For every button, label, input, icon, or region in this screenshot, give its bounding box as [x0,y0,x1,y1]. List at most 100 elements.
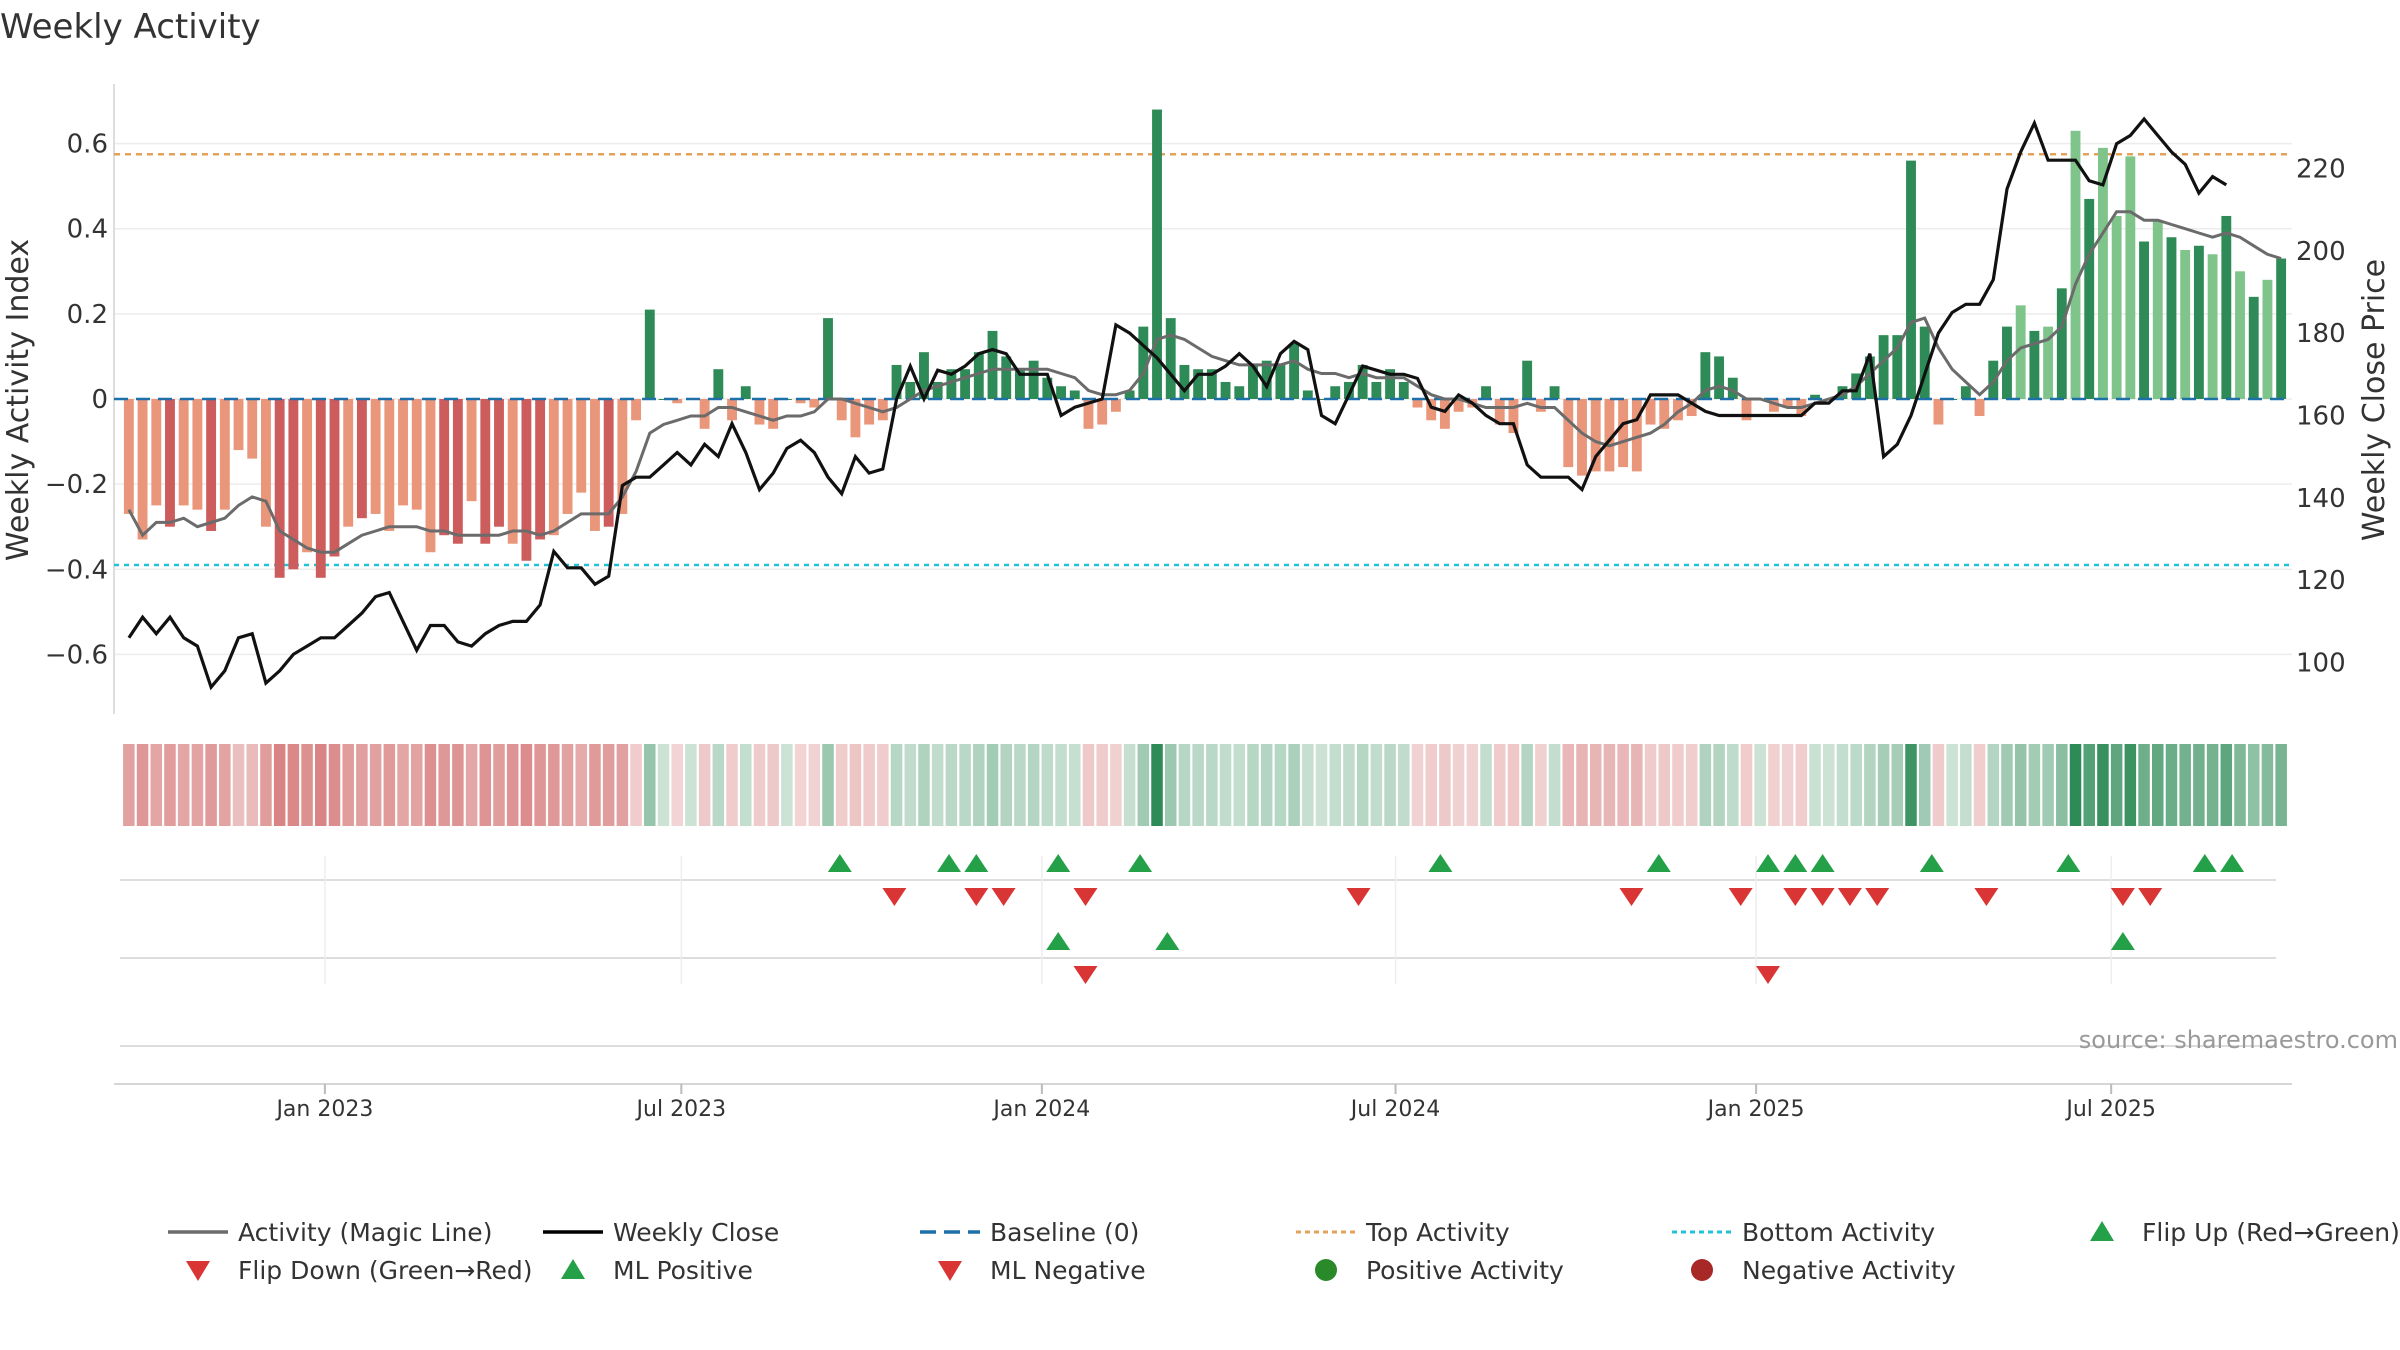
right-y-axis-label: Weekly Close Price [2357,259,2392,541]
activity-bar [151,399,162,506]
heat-cell [493,744,505,826]
heat-cell [1754,744,1766,826]
legend: Activity (Magic Line) Weekly Close Baselin… [168,1218,2400,1285]
heat-cell [1740,744,1753,826]
activity-bar [1892,335,1903,399]
heat-cell [548,744,560,826]
heat-cell [890,744,903,826]
activity-bar [590,399,600,531]
heat-cell [2110,744,2123,826]
activity-bar [1110,399,1121,412]
heat-cell [479,744,492,826]
heat-cell [918,744,930,826]
heat-cell [1727,744,1739,826]
activity-bar [850,399,861,438]
flip-down-marker [1865,888,1890,906]
activity-bar [1741,399,1752,421]
activity-bar [1083,399,1094,429]
heat-cell [2179,744,2191,826]
heat-cell [369,744,382,826]
activity-bar [2015,305,2026,399]
heat-cell [575,744,588,826]
flip-up-marker [1428,854,1453,872]
heat-cell [2056,744,2068,826]
flip-up-marker [1810,854,1835,872]
heat-cell [1123,744,1136,826]
heat-cell [397,744,409,826]
activity-bar [987,330,998,399]
activity-bar [219,399,230,510]
heat-cell [1480,744,1492,826]
activity-bar [1028,360,1039,399]
legend-label: Bottom Activity [1742,1218,1935,1247]
activity-bar [1124,390,1135,399]
activity-bar [1165,318,1176,399]
activity-bar [1014,369,1025,399]
activity-bar [2097,147,2108,399]
activity-bar [754,399,765,425]
y-tick-label: −0.6 [45,640,108,670]
flip-down-marker [1837,888,1862,906]
heat-cell [1548,744,1561,826]
flip-up-marker [937,854,961,872]
x-tick-label: Jan 2023 [274,1097,373,1122]
activity-bar [891,364,902,399]
heat-cell [2124,744,2137,826]
activity-bar [603,399,614,527]
heat-cell [383,744,396,826]
flip-down-marker [1073,888,1098,906]
activity-bar [1810,394,1820,399]
activity-bar [2139,241,2149,399]
activity-bar [1960,386,1971,399]
y-tick-label: 0.6 [67,130,108,160]
heat-cell [342,744,354,826]
heat-cell [1836,744,1849,826]
heat-cell [1082,744,1095,826]
activity-bar [795,399,806,404]
heat-cell [1535,744,1547,826]
activity-bar [1069,390,1080,399]
heat-cell [1905,744,1917,826]
activity-bar [1248,364,1258,399]
heat-cell [739,744,752,826]
activity-bar [288,399,299,570]
activity-bar [1152,109,1162,400]
heat-cell [410,744,423,826]
activity-bar [877,399,888,421]
heat-cell [356,744,368,826]
activity-bar [809,399,820,408]
activity-bar [2248,296,2259,399]
x-tick-label: Jul 2023 [635,1097,727,1122]
heat-cell [1877,744,1890,826]
heat-cell [520,744,533,826]
flip-up-marker [827,854,852,872]
heat-cell [1260,744,1273,826]
activity-bar [1522,360,1533,399]
heat-cell [1439,744,1451,826]
heat-cell [301,744,313,826]
activity-bar [1673,399,1683,421]
heat-cell [630,744,642,826]
activity-bar [494,399,504,527]
activity-bar [1974,399,1985,417]
activity-bars [123,109,2287,578]
activity-bar [727,399,737,421]
activity-bar [1193,369,1204,399]
activity-bar [384,399,395,531]
activity-bar [2152,220,2163,399]
flip-up-marker [2056,854,2081,872]
activity-bar [1398,381,1409,399]
activity-bar [411,399,422,510]
heat-cell [1644,744,1657,826]
heat-cell [2234,744,2246,826]
heat-cell [2069,744,2082,826]
heat-cell [1589,744,1602,826]
legend-swatch [2090,1221,2114,1241]
activity-bar [178,399,189,506]
activity-bar [932,381,943,399]
heat-cell [1631,744,1643,826]
heat-cell [1164,744,1177,826]
activity-bar [1220,381,1231,399]
heat-cell [1110,744,1122,826]
